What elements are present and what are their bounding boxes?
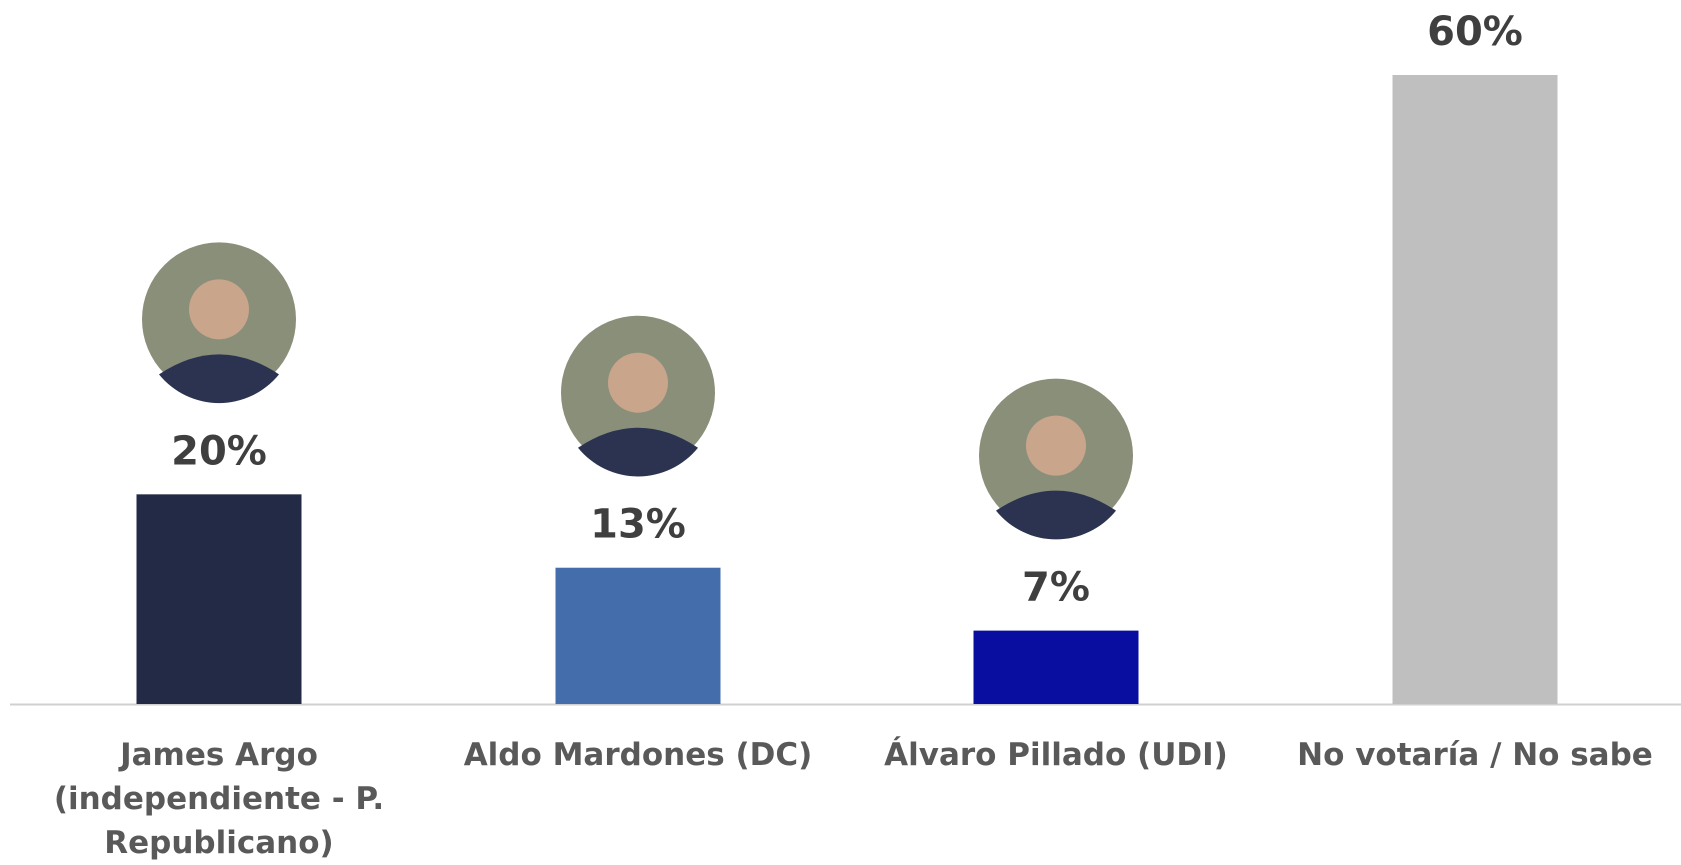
x-tick-label: Aldo Mardones (DC) bbox=[463, 737, 813, 773]
x-tick-label: No votaría / No sabe bbox=[1297, 737, 1653, 773]
bar bbox=[1392, 75, 1558, 704]
photo-head bbox=[189, 279, 249, 340]
photo-body bbox=[578, 427, 698, 477]
photo-body bbox=[159, 354, 279, 404]
photo-head bbox=[1026, 415, 1086, 476]
value-label: 7% bbox=[1022, 565, 1090, 611]
value-label: 13% bbox=[590, 502, 686, 548]
bar bbox=[973, 630, 1139, 704]
value-label: 60% bbox=[1427, 9, 1523, 55]
x-tick-label: James Argo (independiente - P. Republica… bbox=[53, 737, 385, 861]
photo-body bbox=[996, 490, 1116, 540]
bar bbox=[136, 494, 302, 704]
x-tick-label: Álvaro Pillado (UDI) bbox=[884, 737, 1228, 773]
photo-head bbox=[608, 352, 668, 413]
value-label: 20% bbox=[171, 428, 267, 474]
bar bbox=[555, 567, 721, 704]
